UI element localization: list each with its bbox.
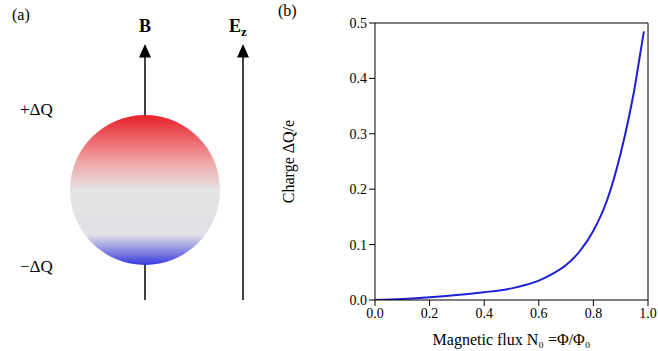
svg-text:0.5: 0.5 — [350, 16, 368, 31]
svg-text:0.8: 0.8 — [585, 306, 603, 321]
svg-text:0.2: 0.2 — [350, 182, 368, 197]
svg-text:0.4: 0.4 — [475, 306, 493, 321]
svg-text:0.1: 0.1 — [350, 238, 368, 253]
svg-text:Magnetic flux N₀ =Φ/Φ₀: Magnetic flux N₀ =Φ/Φ₀ — [433, 331, 591, 349]
svg-text:0.4: 0.4 — [350, 71, 368, 86]
svg-text:Ez: Ez — [229, 16, 247, 39]
svg-text:0.2: 0.2 — [421, 306, 439, 321]
svg-text:(a): (a) — [12, 6, 30, 24]
svg-text:−ΔQ: −ΔQ — [20, 257, 53, 276]
svg-text:0.0: 0.0 — [366, 306, 384, 321]
svg-text:Charge ΔQ/e: Charge ΔQ/e — [280, 120, 298, 203]
svg-text:0.6: 0.6 — [530, 306, 548, 321]
html-text:(b): (b) — [278, 2, 297, 19]
svg-text:0.0: 0.0 — [350, 293, 368, 308]
svg-text:1.0: 1.0 — [639, 306, 657, 321]
svg-text:+ΔQ: +ΔQ — [20, 100, 53, 119]
svg-text:0.3: 0.3 — [350, 127, 368, 142]
svg-text:B: B — [139, 16, 151, 36]
